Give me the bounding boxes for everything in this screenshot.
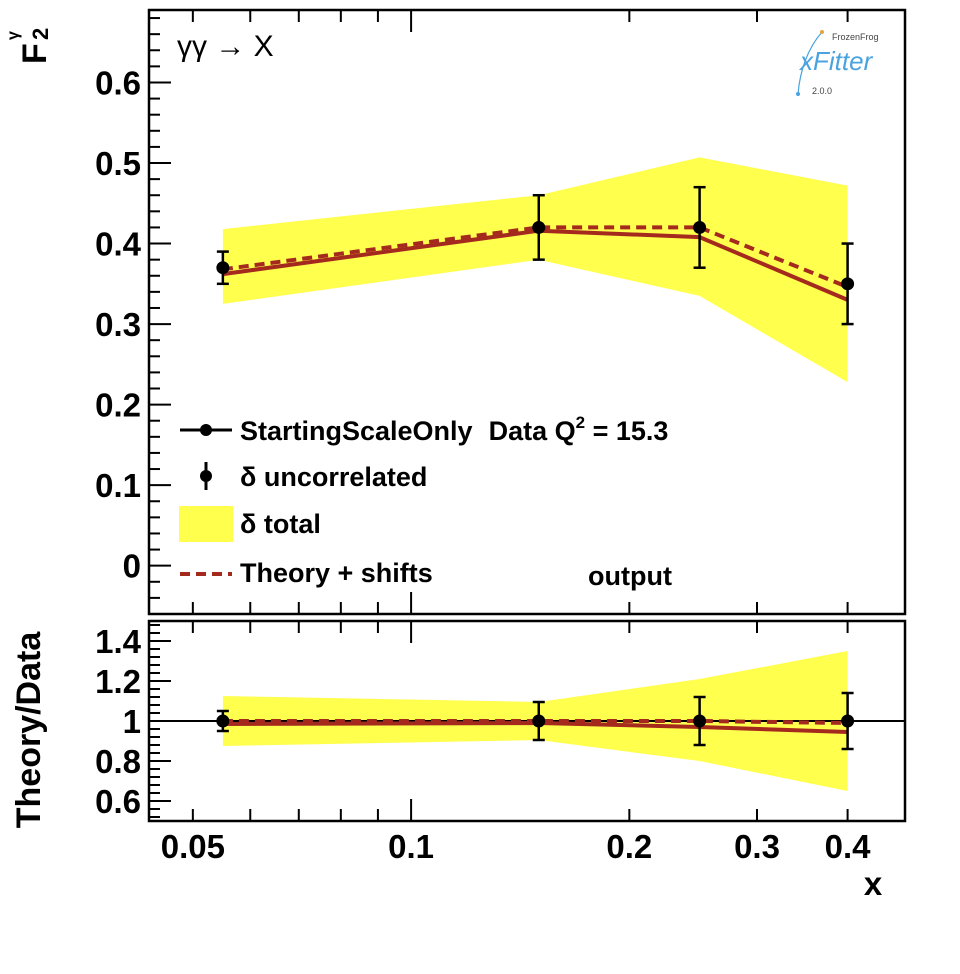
rat-data-marker xyxy=(841,714,855,728)
top-axes xyxy=(147,8,907,616)
legend-q-value: = 15.3 xyxy=(585,416,668,446)
top-data-point xyxy=(841,242,855,326)
output-label: output xyxy=(588,561,672,591)
rat-data-marker xyxy=(532,714,546,728)
svg-text:2.0.0: 2.0.0 xyxy=(812,86,832,96)
legend-entry-theory-shifts: Theory + shifts xyxy=(180,558,433,588)
x-tick-label: 0.05 xyxy=(161,828,225,865)
legend: StartingScaleOnly Data Q2 = 15.3 δ uncorr… xyxy=(179,413,668,588)
rat-y-tick-label: 0.8 xyxy=(95,743,141,780)
top-y-tick-labels: 0 0.1 0.2 0.3 0.4 0.5 0.6 xyxy=(95,64,142,584)
top-y-axis-title-sub: 2 xyxy=(28,28,53,40)
svg-text:xFitter: xFitter xyxy=(798,46,874,76)
rat-y-tick-label: 1.2 xyxy=(95,663,141,700)
top-y-tick-label: 0 xyxy=(123,548,141,585)
legend-entry-series: StartingScaleOnly Data Q2 = 15.3 xyxy=(180,413,668,446)
x-tick-label: 0.4 xyxy=(825,828,872,865)
rat-data-marker xyxy=(216,714,230,728)
rat-theory-line xyxy=(222,720,848,734)
top-panel: 0 0.1 0.2 0.3 0.4 0.5 0.6 xyxy=(95,8,907,616)
svg-text:δ total: δ total xyxy=(240,509,321,539)
svg-text:FrozenFrog: FrozenFrog xyxy=(832,32,879,42)
ratio-y-tick-labels: 0.60.811.21.4 xyxy=(95,623,142,820)
rat-data-point xyxy=(841,691,855,751)
ratio-panel: 0.60.811.21.4 0.05 0.1 0.2 0.3 0.4 xyxy=(95,619,907,865)
top-data-point xyxy=(532,193,546,261)
top-y-axis-title: F xyxy=(16,43,54,64)
top-data-marker xyxy=(693,220,707,234)
x-axis-title: x xyxy=(864,865,883,902)
y-title-main: F xyxy=(16,43,54,64)
top-y-tick-label: 0.1 xyxy=(95,467,141,504)
top-band-area xyxy=(222,157,848,383)
top-theory-lines xyxy=(222,225,849,302)
legend-series-label: StartingScaleOnly xyxy=(240,416,473,446)
x-tick-label: 0.2 xyxy=(606,828,652,865)
top-data-point xyxy=(693,185,707,269)
rat-theory-shifts-line xyxy=(222,719,848,725)
svg-text:δ uncorrelated: δ uncorrelated xyxy=(240,462,427,492)
rat-data-point xyxy=(216,709,230,733)
rat-data-point xyxy=(693,695,707,747)
ratio-axes xyxy=(147,619,907,823)
x-tick-labels: 0.05 0.1 0.2 0.3 0.4 xyxy=(161,828,871,865)
ratio-theory-lines xyxy=(149,719,905,734)
top-y-tick-label: 0.4 xyxy=(95,226,142,263)
rat-data-marker xyxy=(693,714,707,728)
legend-data-label: Data Q xyxy=(489,416,576,446)
x-tick-label: 0.1 xyxy=(388,828,434,865)
rat-y-tick-label: 0.6 xyxy=(95,783,141,820)
rat-y-tick-label: 1.4 xyxy=(95,623,142,660)
top-y-tick-label: 0.2 xyxy=(95,387,141,424)
rat-data-point xyxy=(532,700,546,742)
legend-entry-total: δ total xyxy=(179,506,321,542)
top-y-tick-label: 0.3 xyxy=(95,306,141,343)
top-y-axis-title-sup: γ xyxy=(5,31,22,40)
top-frame xyxy=(147,8,907,616)
top-data-marker xyxy=(841,277,855,291)
top-total-uncertainty-band xyxy=(222,157,848,383)
ratio-y-axis-title: Theory/Data xyxy=(10,631,48,829)
top-theory-line xyxy=(222,228,849,302)
top-y-tick-label: 0.6 xyxy=(95,64,141,101)
top-y-tick-label: 0.5 xyxy=(95,145,141,182)
ratio-data-points xyxy=(216,691,855,751)
svg-text:Theory + shifts: Theory + shifts xyxy=(240,558,433,588)
x-tick-label: 0.3 xyxy=(734,828,780,865)
process-label: γγ → X xyxy=(177,30,274,63)
rat-y-tick-label: 1 xyxy=(123,703,141,740)
top-data-marker xyxy=(216,261,230,275)
legend-q-sup: 2 xyxy=(576,413,585,432)
top-data-point xyxy=(216,250,230,286)
xfitter-logo: FrozenFrog xFitter 2.0.0 xyxy=(796,30,879,96)
top-data-points xyxy=(216,185,855,326)
legend-entry-uncorrelated: δ uncorrelated xyxy=(200,462,427,492)
top-data-marker xyxy=(532,220,546,234)
